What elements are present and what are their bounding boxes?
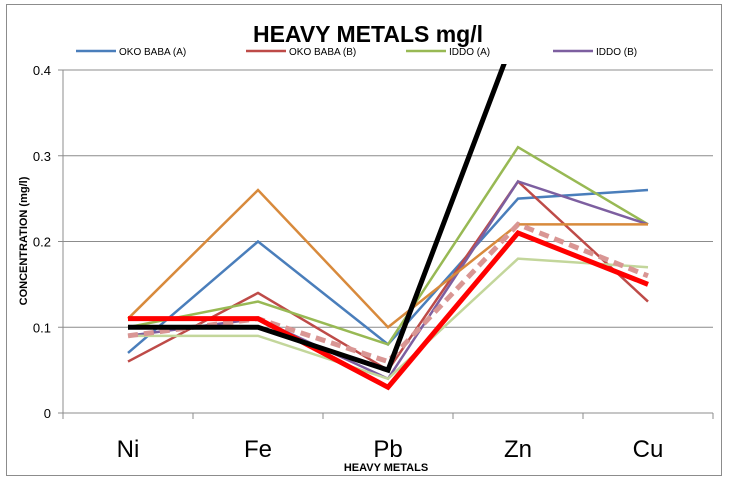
series-line-3 [127,145,649,346]
series-line-5 [127,188,648,329]
legend: OKO BABA (A) OKO BABA (B) IDDO (A) IDDO (B) [76,47,637,58]
x-tick-labels: Ni Fe Pb Zn Cu [117,436,664,463]
y-tick-label: 0.3 [33,149,51,164]
series-line-8 [128,229,649,391]
y-axis-title: CONCENTRATION (mg/l) [18,176,30,305]
legend-label: OKO BABA (A) [119,47,186,58]
series-line-6 [128,257,649,381]
legend-label: OKO BABA (B) [289,47,356,58]
series-line-2 [127,179,649,372]
x-tick-label: Ni [117,436,140,463]
y-tick-label: 0.2 [33,235,51,250]
x-tick-label: Fe [244,436,272,463]
series-line-7 [127,221,649,365]
y-tick-labels: 0 0.1 0.2 0.3 0.4 [33,63,51,421]
y-tick-label: 0.1 [33,320,51,335]
gridlines [63,69,713,328]
legend-label: IDDO (A) [449,47,490,58]
series-line-9 [128,64,507,374]
axes [58,69,714,419]
legend-label: IDDO (B) [596,47,637,58]
x-tick-label: Zn [504,436,532,463]
x-tick-label: Cu [633,436,664,463]
y-tick-label: 0.4 [33,63,51,78]
x-tick-label: Pb [373,436,402,463]
series-lines [127,64,649,391]
y-tick-label: 0 [44,406,51,421]
series-line-4 [127,179,649,381]
chart-frame [6,4,722,476]
chart-title: HEAVY METALS mg/l [253,21,483,47]
x-axis-title: HEAVY METALS [344,462,428,474]
